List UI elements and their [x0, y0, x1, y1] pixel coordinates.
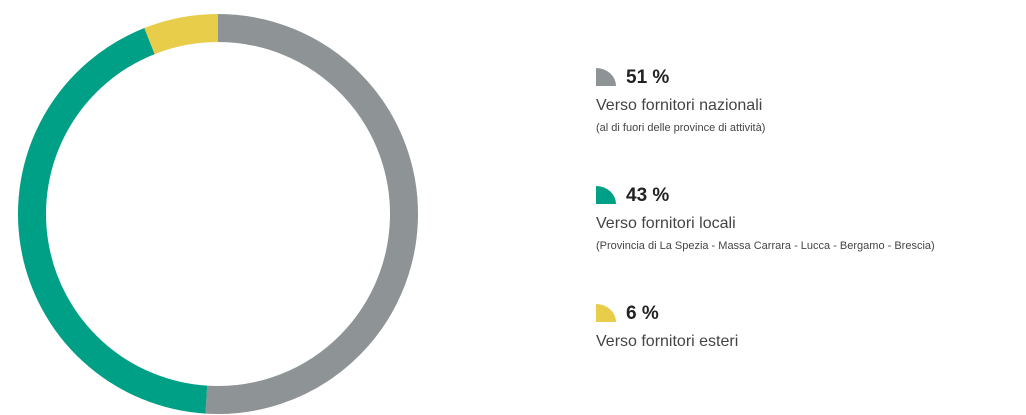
- donut-segment: [205, 14, 418, 414]
- legend-label: Verso fornitori esteri: [596, 333, 738, 350]
- legend-icon: [596, 186, 616, 204]
- donut-segment: [18, 28, 208, 414]
- legend-icon: [596, 304, 616, 322]
- value-label: 6 %: [626, 303, 659, 324]
- donut-segment: [144, 14, 219, 55]
- legend-label: Verso fornitori nazionali: [596, 97, 762, 114]
- legend-note: (Provincia di La Spezia - Massa Carrara …: [596, 240, 935, 252]
- legend-icon: [596, 68, 616, 86]
- legend-label: Verso fornitori locali: [596, 215, 736, 232]
- value-label: 43 %: [626, 185, 669, 206]
- value-label: 51 %: [626, 67, 669, 88]
- legend-note: (al di fuori delle province di attività): [596, 122, 765, 134]
